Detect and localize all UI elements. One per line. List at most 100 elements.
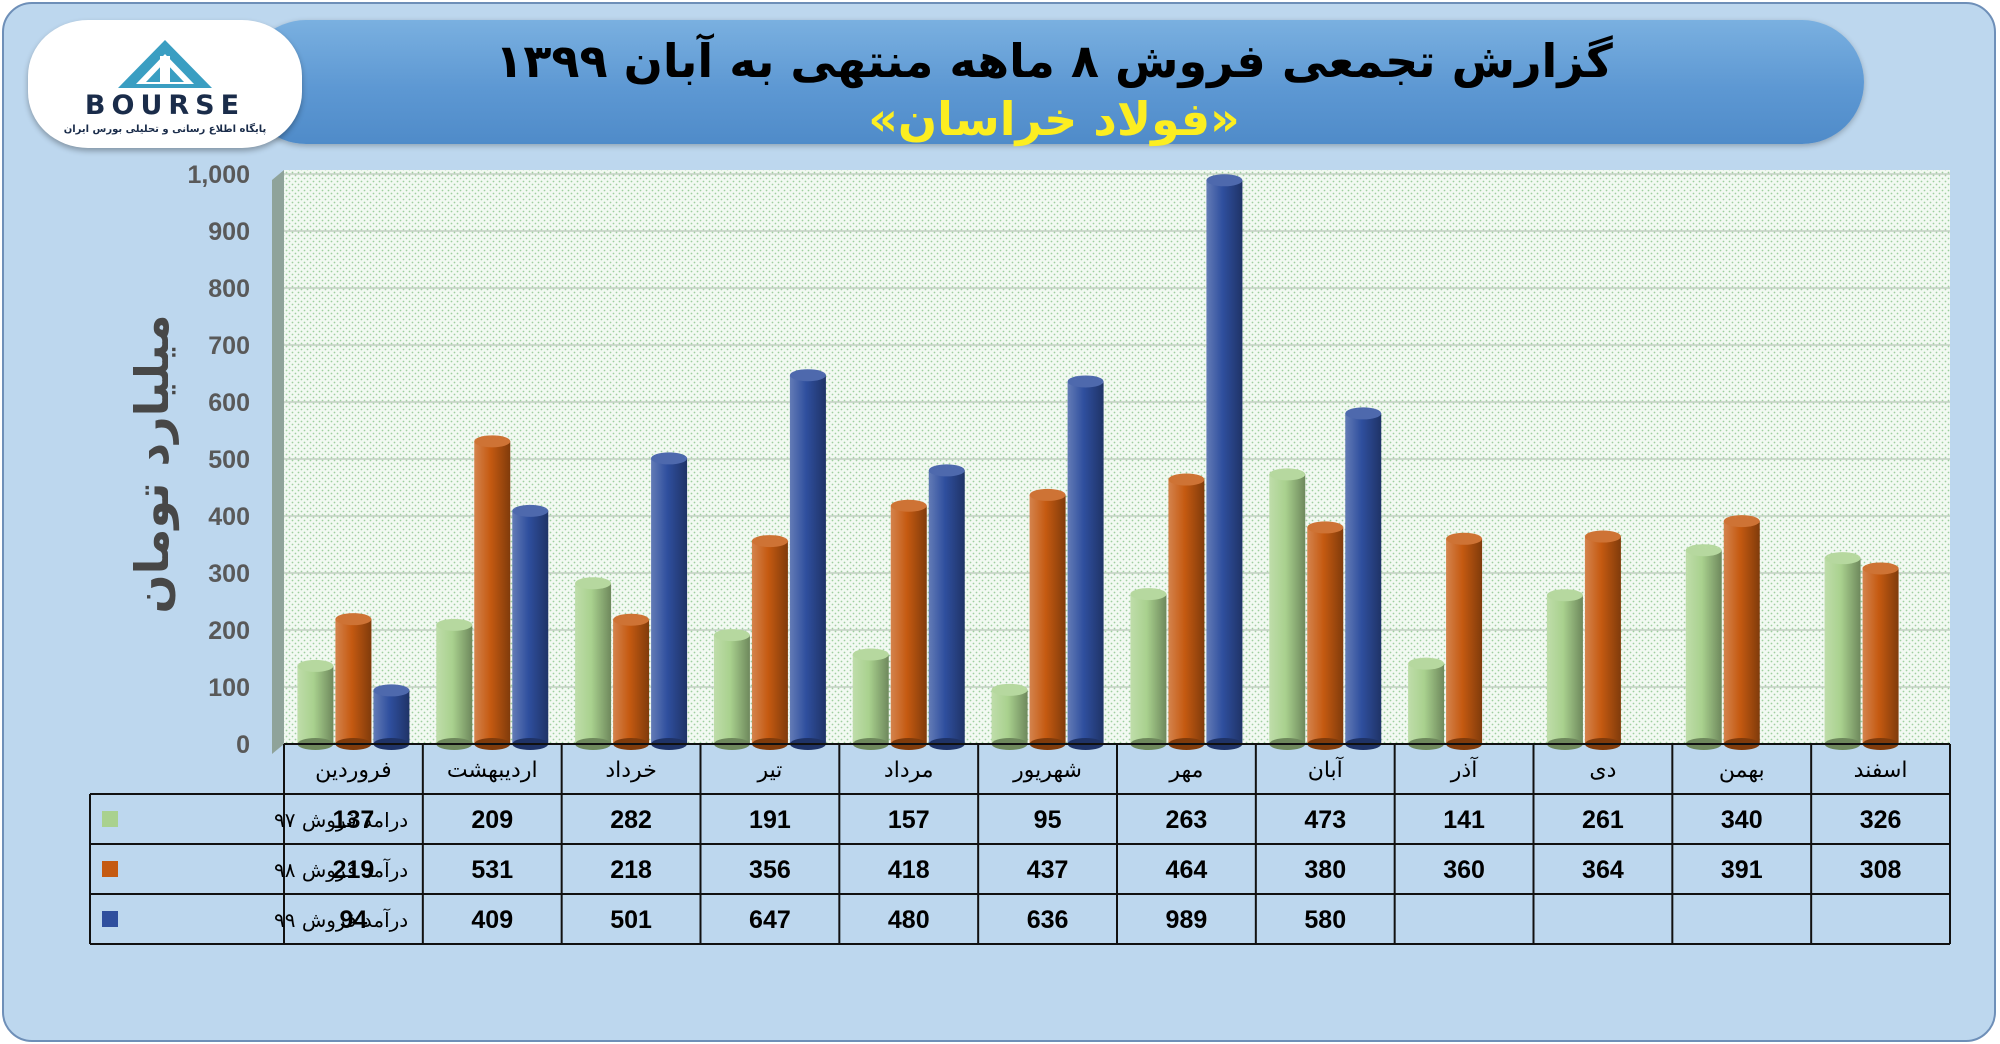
- bar: [474, 435, 511, 750]
- y-tick-label: 400: [208, 503, 250, 531]
- bar: [1723, 515, 1760, 750]
- x-tick-label: آبان: [1308, 756, 1344, 783]
- x-tick-label: دی: [1589, 758, 1616, 783]
- y-tick-label: 200: [208, 617, 250, 645]
- data-label: 191: [749, 806, 791, 834]
- bar: [1130, 588, 1167, 750]
- data-label: 580: [1304, 906, 1346, 934]
- legend-key: [102, 911, 118, 927]
- data-label: 261: [1582, 806, 1624, 834]
- bar: [1685, 544, 1722, 750]
- data-label: 647: [749, 906, 791, 934]
- bar: [373, 684, 410, 750]
- x-tick-label: بهمن: [1719, 758, 1765, 783]
- x-tick-label: شهریور: [1012, 758, 1082, 783]
- x-tick-label: اسفند: [1854, 758, 1908, 783]
- bar: [613, 613, 650, 750]
- bar: [436, 618, 473, 750]
- x-tick-label: مهر: [1168, 758, 1203, 783]
- y-tick-label: 0: [236, 731, 250, 759]
- data-label: 308: [1860, 856, 1902, 884]
- data-label: 380: [1304, 856, 1346, 884]
- bar: [1029, 488, 1066, 750]
- bar: [1408, 657, 1445, 750]
- data-label: 263: [1166, 806, 1208, 834]
- bar: [1269, 468, 1306, 750]
- data-label: 464: [1166, 856, 1208, 884]
- x-tick-label: خرداد: [605, 758, 656, 783]
- data-label: 219: [333, 856, 375, 884]
- x-tick-label: فروردین: [315, 758, 392, 783]
- bar: [1168, 473, 1205, 750]
- title-banner: گزارش تجمعی فروش ۸ ماهه منتهی به آبان ۱۳…: [244, 20, 1864, 146]
- data-label: 501: [610, 906, 652, 934]
- legend-label: درامد فروش ۹۷: [274, 808, 408, 832]
- data-label: 95: [1034, 806, 1062, 834]
- data-label: 137: [333, 806, 375, 834]
- y-tick-label: 700: [208, 332, 250, 360]
- x-tick-label: آذر: [1450, 756, 1478, 783]
- bar: [575, 577, 612, 750]
- bar: [852, 648, 889, 750]
- data-label: 157: [888, 806, 930, 834]
- bar: [1067, 375, 1104, 750]
- bar: [335, 613, 372, 750]
- y-tick-label: 900: [208, 218, 250, 246]
- legend-label: درآمد فروش ۹۹: [274, 907, 408, 932]
- data-label: 360: [1443, 856, 1485, 884]
- legend-key: [102, 811, 118, 827]
- data-label: 391: [1721, 856, 1763, 884]
- data-label: 418: [888, 856, 930, 884]
- data-label: 209: [471, 806, 513, 834]
- x-tick-label: اردیبهشت: [447, 758, 538, 783]
- bar: [297, 659, 334, 750]
- data-label: 437: [1027, 856, 1069, 884]
- data-label: 636: [1027, 906, 1069, 934]
- bar: [1862, 562, 1899, 750]
- data-label: 364: [1582, 856, 1624, 884]
- x-tick-label: تیر: [756, 758, 782, 783]
- bar: [928, 464, 965, 750]
- y-tick-label: 600: [208, 389, 250, 417]
- bar: [1206, 174, 1243, 750]
- y-tick-label: 100: [208, 674, 250, 702]
- data-table: فروردین اردیبهشت خرداد تیر مرداد شهریور مهر آبا…: [89, 743, 1951, 945]
- bourse-logo: BOURSE پایگاه اطلاع رسانی و تحلیلی بورس …: [28, 20, 302, 148]
- bar: [1345, 407, 1382, 750]
- data-label: 473: [1304, 806, 1346, 834]
- plot-background: [284, 170, 1950, 744]
- data-label: 989: [1166, 906, 1208, 934]
- bar: [890, 499, 927, 750]
- bar: [1546, 589, 1583, 750]
- x-tick-label: مرداد: [884, 758, 934, 783]
- bar-series: [297, 174, 1899, 750]
- data-label: 480: [888, 906, 930, 934]
- bar: [789, 369, 826, 750]
- bar: [512, 504, 549, 750]
- y-tick-label: 1,000: [187, 161, 250, 189]
- y-tick-label: 800: [208, 275, 250, 303]
- bar: [991, 683, 1028, 750]
- legend-label: درآمد فروش ۹۸: [274, 857, 408, 882]
- plot-side-wall: [272, 170, 284, 754]
- bar: [1307, 521, 1344, 750]
- bar: [1824, 552, 1861, 750]
- plot-area: [272, 170, 1950, 754]
- legend-key: [102, 861, 118, 877]
- bar: [751, 535, 788, 750]
- y-tick-label: 300: [208, 560, 250, 588]
- y-tick-label: 500: [208, 446, 250, 474]
- data-label: 326: [1860, 806, 1902, 834]
- y-axis: 0 100 200 300 400 500 600 700 800 900 1,000: [187, 161, 250, 759]
- data-label: 282: [610, 806, 652, 834]
- report-title: گزارش تجمعی فروش ۸ ماهه منتهی به آبان ۱۳…: [495, 34, 1613, 88]
- bar: [651, 452, 688, 750]
- bar: [713, 629, 750, 750]
- bar: [1584, 530, 1621, 750]
- bar: [1446, 532, 1483, 750]
- data-label: 218: [610, 856, 652, 884]
- data-label: 409: [471, 906, 513, 934]
- data-label: 94: [340, 906, 368, 934]
- data-label: 141: [1443, 806, 1485, 834]
